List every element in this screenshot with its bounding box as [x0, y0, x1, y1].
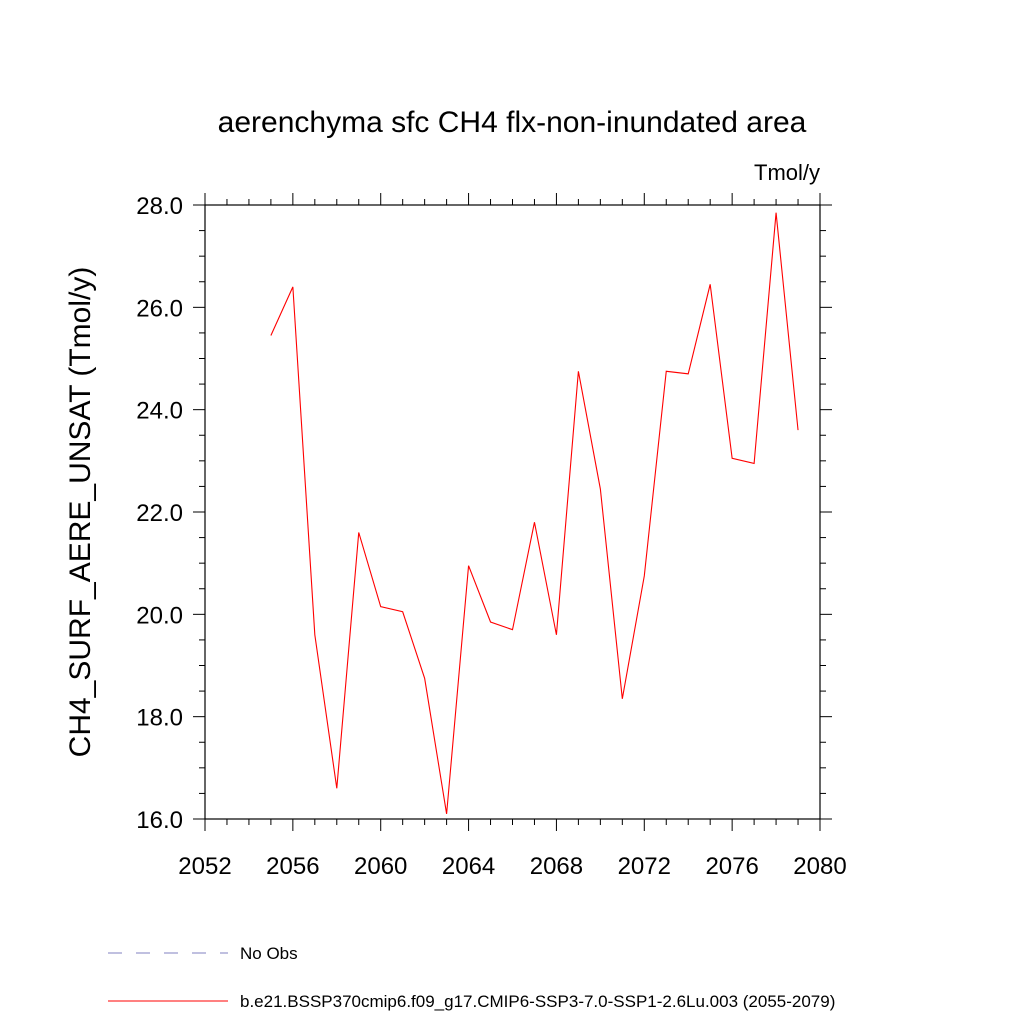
x-tick-label: 2064 — [442, 853, 495, 880]
y-axis-ticks: 16.0 18.0 20.0 22.0 24.0 26.0 28.0 — [136, 193, 832, 834]
legend: No Obs b.e21.BSSP370cmip6.f09_g17.CMIP6-… — [108, 944, 835, 1011]
x-tick-label: 2056 — [266, 853, 319, 880]
y-tick-label: 28.0 — [136, 193, 183, 220]
plot-frame — [204, 204, 821, 820]
x-tick-label: 2072 — [618, 853, 671, 880]
units-label: Tmol/y — [754, 160, 820, 185]
legend-label-no-obs: No Obs — [240, 944, 298, 963]
series-line-0 — [270, 212, 799, 814]
x-tick-label: 2060 — [354, 853, 407, 880]
y-tick-label: 18.0 — [136, 705, 183, 732]
x-tick-label: 2068 — [530, 853, 583, 880]
x-tick-label: 2052 — [178, 853, 231, 880]
legend-label-model-run: b.e21.BSSP370cmip6.f09_g17.CMIP6-SSP3-7.… — [240, 992, 835, 1011]
y-tick-label: 20.0 — [136, 602, 183, 629]
chart-title: aerenchyma sfc CH4 flx-non-inundated are… — [218, 106, 807, 139]
x-axis-ticks: 2052 2056 2060 2064 2068 2072 2076 2080 — [178, 193, 847, 880]
series-layer — [270, 212, 799, 814]
x-tick-label: 2080 — [793, 853, 846, 880]
x-tick-label: 2076 — [705, 853, 758, 880]
y-tick-label: 24.0 — [136, 398, 183, 425]
y-tick-label: 22.0 — [136, 500, 183, 527]
y-tick-label: 16.0 — [136, 807, 183, 834]
y-tick-label: 26.0 — [136, 295, 183, 322]
y-axis-label: CH4_SURF_AERE_UNSAT (Tmol/y) — [64, 267, 97, 758]
